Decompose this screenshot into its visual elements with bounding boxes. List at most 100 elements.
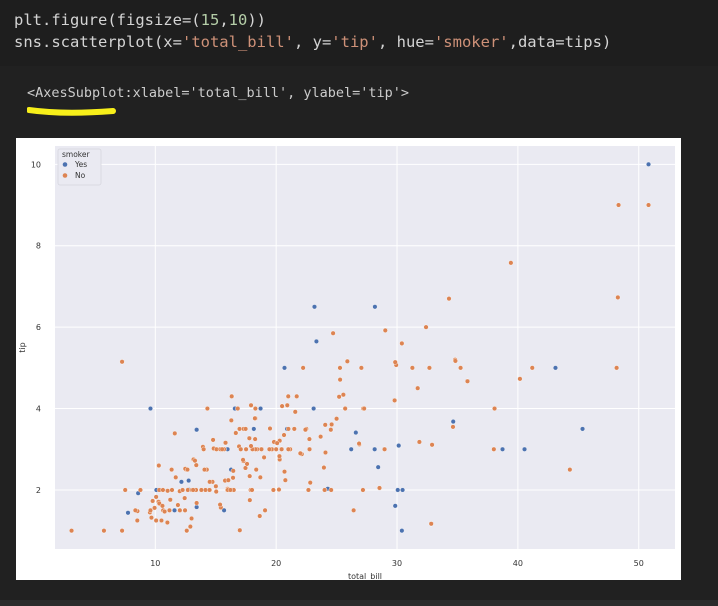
data-point-no: [152, 505, 158, 511]
data-point-no: [235, 406, 241, 412]
data-point-yes: [178, 479, 184, 485]
data-point-no: [207, 479, 213, 485]
data-point-no: [416, 439, 422, 445]
data-point-no: [210, 437, 216, 443]
data-point-no: [158, 518, 164, 524]
data-point-no: [237, 527, 243, 533]
data-point-no: [213, 489, 219, 495]
data-point-yes: [395, 487, 401, 493]
x-tick-label: 40: [513, 559, 523, 568]
data-point-no: [238, 446, 244, 452]
data-point-no: [257, 474, 263, 480]
data-point-no: [153, 518, 159, 524]
data-point-no: [322, 450, 328, 456]
x-tick-label: 10: [150, 559, 160, 568]
data-point-no: [162, 509, 168, 515]
data-point-no: [328, 427, 334, 433]
data-point-yes: [194, 427, 200, 433]
data-point-no: [492, 406, 498, 412]
data-point-no: [225, 477, 231, 483]
data-point-no: [392, 359, 398, 365]
data-point-yes: [221, 507, 227, 513]
data-point-no: [119, 528, 125, 534]
data-point-no: [377, 485, 383, 491]
data-point-no: [137, 487, 143, 493]
data-point-yes: [396, 443, 402, 449]
data-point-no: [189, 515, 195, 521]
data-point-no: [282, 477, 288, 483]
data-point-no: [153, 494, 159, 500]
data-point-yes: [500, 446, 506, 452]
yellow-underline-annotation: [27, 107, 116, 116]
data-point-no: [230, 468, 236, 474]
data-point-no: [330, 330, 336, 336]
data-point-no: [452, 358, 458, 364]
data-point-no: [291, 426, 297, 432]
output-repr-text: <AxesSubplot:xlabel='total_bill', ylabel…: [27, 85, 410, 101]
data-point-yes: [375, 464, 381, 470]
data-point-no: [172, 430, 178, 436]
data-point-no: [306, 436, 312, 442]
code-line-figure: plt.figure(figsize=(15,10)): [14, 11, 266, 29]
data-point-no: [160, 487, 166, 493]
data-point-no: [334, 416, 340, 422]
data-point-no: [292, 409, 298, 415]
data-point-no: [351, 507, 357, 513]
data-point-no: [248, 402, 254, 408]
data-point-no: [429, 442, 435, 448]
data-point-no: [177, 507, 183, 513]
data-point-no: [213, 483, 219, 489]
data-point-yes: [125, 510, 131, 516]
x-tick-label: 20: [271, 559, 281, 568]
data-point-no: [147, 507, 153, 513]
data-point-no: [69, 528, 75, 534]
data-point-no: [240, 457, 246, 463]
data-point-no: [281, 432, 287, 438]
data-point-no: [248, 443, 254, 449]
data-point-no: [252, 436, 258, 442]
data-point-yes: [147, 406, 153, 412]
data-point-no: [284, 402, 290, 408]
data-point-no: [344, 358, 350, 364]
data-point-no: [423, 324, 429, 330]
data-point-no: [243, 446, 249, 452]
data-point-no: [646, 202, 652, 208]
data-point-no: [392, 397, 398, 403]
data-point-no: [567, 467, 573, 473]
data-point-no: [167, 497, 173, 503]
data-point-no: [258, 446, 264, 452]
data-point-no: [243, 426, 249, 432]
code-cell[interactable]: plt.figure(figsize=(15,10)) sns.scatterp…: [0, 0, 718, 66]
data-point-no: [276, 453, 282, 459]
data-point-no: [266, 446, 272, 452]
data-point-no: [426, 365, 432, 371]
data-point-yes: [450, 419, 456, 425]
data-point-no: [342, 406, 348, 412]
y-axis-label: tip: [18, 342, 27, 352]
data-point-no: [409, 365, 415, 371]
data-point-no: [134, 518, 140, 524]
data-point-no: [321, 465, 327, 471]
data-point-no: [192, 458, 198, 464]
data-point-no: [360, 487, 366, 493]
y-tick-label: 8: [36, 242, 41, 251]
data-point-no: [164, 520, 170, 526]
data-point-no: [101, 528, 107, 534]
data-point-no: [458, 365, 464, 371]
data-point-no: [148, 515, 154, 521]
data-point-no: [297, 450, 303, 456]
data-point-no: [294, 393, 300, 399]
data-point-no: [614, 365, 620, 371]
data-point-yes: [172, 507, 178, 513]
data-point-no: [119, 359, 125, 365]
data-point-no: [340, 392, 346, 398]
data-point-no: [159, 503, 165, 509]
data-point-no: [285, 393, 291, 399]
y-tick-label: 6: [36, 323, 41, 332]
data-point-no: [228, 417, 234, 423]
data-point-yes: [282, 365, 288, 371]
data-point-no: [169, 487, 175, 493]
data-point-no: [132, 507, 138, 513]
data-point-no: [156, 463, 162, 469]
legend-label-yes: Yes: [74, 160, 87, 169]
